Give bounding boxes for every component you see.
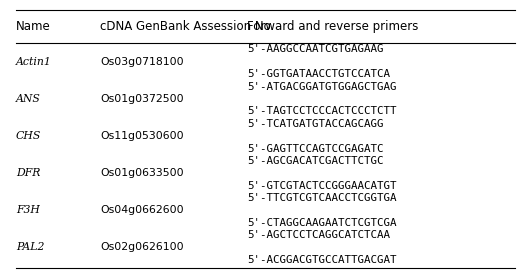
Text: 5'-AGCGACATCGACTTCTGC: 5'-AGCGACATCGACTTCTGC: [247, 156, 384, 166]
Text: cDNA GenBank Assession No.: cDNA GenBank Assession No.: [100, 20, 274, 33]
Text: Os04g0662600: Os04g0662600: [100, 205, 184, 215]
Text: Os01g0633500: Os01g0633500: [100, 168, 184, 178]
Text: PAL2: PAL2: [16, 243, 44, 252]
Text: 5'-AGCTCCTCAGGCATCTCAA: 5'-AGCTCCTCAGGCATCTCAA: [247, 230, 390, 240]
Text: 5'-TTCGTCGTCAACCTCGGTGA: 5'-TTCGTCGTCAACCTCGGTGA: [247, 193, 397, 203]
Text: Os01g0372500: Os01g0372500: [100, 94, 184, 104]
Text: 5'-ATGACGGATGTGGAGCTGAG: 5'-ATGACGGATGTGGAGCTGAG: [247, 82, 397, 92]
Text: 5'-AAGGCCAATCGTGAGAAG: 5'-AAGGCCAATCGTGAGAAG: [247, 45, 384, 54]
Text: Forward and reverse primers: Forward and reverse primers: [247, 20, 419, 33]
Text: 5'-CTAGGCAAGAATCTCGTCGA: 5'-CTAGGCAAGAATCTCGTCGA: [247, 218, 397, 228]
Text: CHS: CHS: [16, 131, 41, 141]
Text: Actin1: Actin1: [16, 57, 52, 67]
Text: 5'-GAGTTCCAGTCCGAGATC: 5'-GAGTTCCAGTCCGAGATC: [247, 144, 384, 153]
Text: 5'-GTCGTACTCCGGGAACATGT: 5'-GTCGTACTCCGGGAACATGT: [247, 181, 397, 191]
Text: DFR: DFR: [16, 168, 41, 178]
Text: Os11g0530600: Os11g0530600: [100, 131, 184, 141]
Text: 5'-TCATGATGTACCAGCAGG: 5'-TCATGATGTACCAGCAGG: [247, 119, 384, 129]
Text: 5'-ACGGACGTGCCATTGACGAT: 5'-ACGGACGTGCCATTGACGAT: [247, 255, 397, 265]
Text: Name: Name: [16, 20, 50, 33]
Text: ANS: ANS: [16, 94, 41, 104]
Text: Os02g0626100: Os02g0626100: [100, 243, 184, 252]
Text: Os03g0718100: Os03g0718100: [100, 57, 184, 67]
Text: 5'-GGTGATAACCTGTCCATCA: 5'-GGTGATAACCTGTCCATCA: [247, 69, 390, 79]
Text: 5'-TAGTCCTCCCACTCCCTCTT: 5'-TAGTCCTCCCACTCCCTCTT: [247, 106, 397, 116]
Text: F3H: F3H: [16, 205, 39, 215]
